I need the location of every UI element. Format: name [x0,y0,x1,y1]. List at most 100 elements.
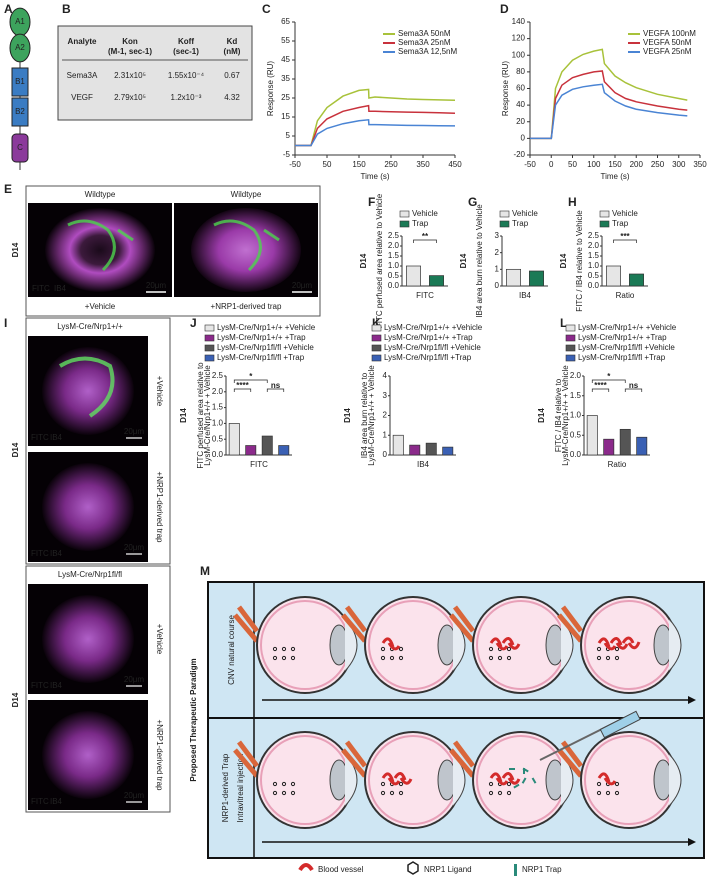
scale-bar-label: 20μm [146,281,167,290]
y-tick-label: 2.0 [388,241,400,250]
x-tick-label: 250 [384,160,398,169]
domain [9,33,31,63]
condition-label: +NRP1-derived trap [155,472,164,543]
ligand [488,655,494,661]
ligand [389,790,395,796]
scale-bar-label: 20μm [292,281,313,290]
panel-letter: G [468,195,477,209]
ligand [596,655,602,661]
ligand [605,655,611,661]
row-label: CNV natural course [227,615,236,685]
nrp1-trap [513,783,520,789]
y-tick-label: 2.0 [212,387,224,396]
table-header: (M-1, sec-1) [108,47,152,56]
ligand [281,646,287,652]
legend-swatch [204,334,215,342]
panel-i-frame [25,317,171,565]
table-header: Koff [178,37,194,46]
legend-swatch [499,220,510,228]
y-tick-label: 45 [281,55,290,64]
chart-title: D14 [179,408,188,423]
blood-vessel [489,772,521,786]
legend-label: Vehicle [412,209,438,218]
ligand [380,646,386,652]
y-tick-label: 0.0 [588,281,600,290]
table-cell: 4.32 [224,93,240,102]
panel-e-frame [25,185,321,317]
legend-label: VEGFA 25nM [643,47,692,56]
chart-title: D14 [537,408,546,423]
bar [425,442,437,456]
micrograph-signal [42,711,134,799]
table-cell: VEGF [71,93,93,102]
legend-label: LysM-Cre/Nrp1fl/fl +Trap [217,353,305,362]
legend-trap [514,864,517,876]
panel-letter: E [4,182,12,196]
day-label: D14 [11,692,20,707]
table-header: Analyte [68,37,97,46]
ligand [614,655,620,661]
bar [636,436,648,456]
condition-label: +Vehicle [85,302,116,311]
y-tick-label: 25 [281,93,290,102]
ligand [614,781,620,787]
y-tick-label: 2.5 [212,371,224,380]
x-tick-label: 100 [587,160,601,169]
domain [11,133,29,163]
chart-title: D14 [343,408,352,423]
x-tick-label: IB4 [519,291,532,300]
table-header: Kd [227,37,238,46]
significance-bracket [591,379,626,383]
legend-swatch [399,210,410,218]
ligand [389,655,395,661]
table-box [57,25,253,121]
nrp1-trap [531,777,537,784]
diagram-title: Proposed Therapeutic Paradigm [189,658,198,781]
panel-letter: A [4,2,13,16]
legend-label: NRP1 Trap [522,865,562,874]
panel-letter: D [500,2,509,16]
legend-label: LysM-Cre/Nrp1+/+ +Vehicle [578,323,677,332]
image-title: LysM-Cre/Nrp1fl/fl [58,570,122,579]
panel-letter: F [368,195,375,209]
y-tick-label: -20 [513,150,525,159]
ligand [380,781,386,787]
significance-label: ns [629,381,639,390]
chart-title: D14 [459,253,468,268]
y-tick-label: 1 [495,264,500,273]
x-tick-label: Ratio [608,460,627,469]
y-tick-label: 1.5 [212,403,224,412]
y-axis-label: LysM-Cre/Nrp1+/+ + Vehicle [561,365,570,466]
y-tick-label: 0.5 [388,271,400,280]
ligand [272,781,278,787]
optic-nerve [557,605,583,643]
x-axis-label: Time (s) [360,172,389,181]
ligand [506,655,512,661]
y-axis-label: LysM-Cre/Nrp1+/+ + Vehicle [367,365,376,466]
optic-nerve [233,740,259,778]
y-axis-label: FITC perfused area relative to [196,362,205,469]
significance-label: ns [271,381,281,390]
day-label: D14 [11,242,20,257]
ligand [398,781,404,787]
legend-swatch [371,354,382,362]
ligand [281,655,287,661]
legend-swatch [204,344,215,352]
legend-vessel [298,863,314,872]
legend-swatch [565,334,576,342]
optic-nerve [233,605,259,643]
significance-label: *** [620,232,630,241]
stain-label: FITC [31,797,49,806]
y-tick-label: 35 [281,74,290,83]
scale-bar-label: 20μm [124,791,145,800]
x-tick-label: 50 [323,160,332,169]
x-tick-label: 50 [568,160,577,169]
y-axis-label: Response (RU) [266,61,275,116]
stain-label: IB4 [54,284,67,293]
table-cell: 1.55x10⁻⁴ [168,71,205,80]
chart-title: D14 [359,253,368,268]
ligand [488,790,494,796]
bar [228,423,240,456]
y-tick-label: 1.0 [388,261,400,270]
domain [11,97,29,127]
